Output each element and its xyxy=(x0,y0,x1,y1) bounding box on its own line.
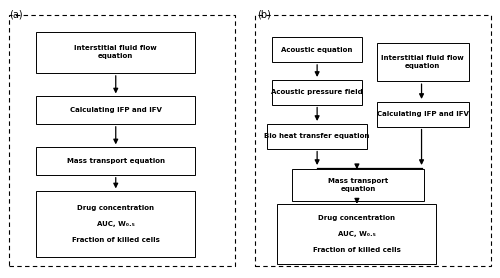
FancyBboxPatch shape xyxy=(292,169,424,201)
FancyBboxPatch shape xyxy=(36,96,196,124)
Text: Calculating IFP and IFV: Calculating IFP and IFV xyxy=(70,107,162,113)
Text: (b): (b) xyxy=(258,10,272,20)
FancyBboxPatch shape xyxy=(36,32,196,73)
FancyBboxPatch shape xyxy=(377,43,469,81)
FancyBboxPatch shape xyxy=(272,37,362,62)
Text: (a): (a) xyxy=(9,10,22,20)
FancyBboxPatch shape xyxy=(36,191,196,257)
Text: Mass transport equation: Mass transport equation xyxy=(67,158,165,164)
Text: Calculating IFP and IFV: Calculating IFP and IFV xyxy=(377,111,468,117)
FancyBboxPatch shape xyxy=(36,147,196,175)
Text: Acoustic equation: Acoustic equation xyxy=(282,46,353,53)
FancyBboxPatch shape xyxy=(278,204,436,264)
FancyBboxPatch shape xyxy=(268,124,367,149)
Text: Acoustic pressure field: Acoustic pressure field xyxy=(272,89,363,95)
FancyBboxPatch shape xyxy=(272,80,362,105)
FancyBboxPatch shape xyxy=(377,102,469,126)
Text: Drug concentration
 
AUC, W₀.₅
 
Fraction of killed cells: Drug concentration AUC, W₀.₅ Fraction of… xyxy=(313,215,401,253)
Text: Interstitial fluid flow
equation: Interstitial fluid flow equation xyxy=(74,45,157,59)
Text: Mass transport
equation: Mass transport equation xyxy=(328,178,388,192)
Text: Bio heat transfer equation: Bio heat transfer equation xyxy=(264,133,370,139)
Text: Drug concentration
 
AUC, W₀.₅
 
Fraction of killed cells: Drug concentration AUC, W₀.₅ Fraction of… xyxy=(72,205,160,243)
Text: Interstitial fluid flow
equation: Interstitial fluid flow equation xyxy=(382,55,464,69)
